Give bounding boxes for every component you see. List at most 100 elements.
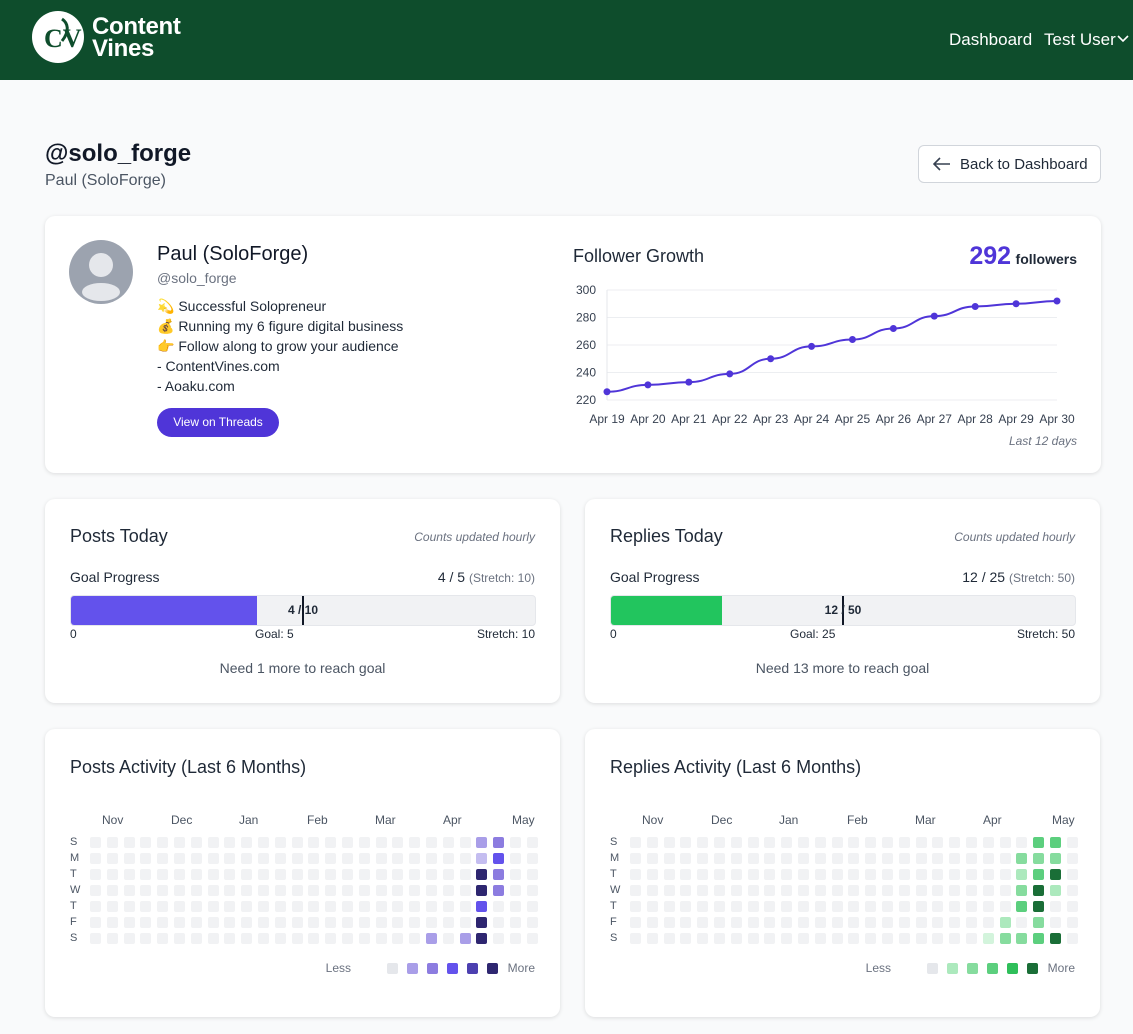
activity-cell[interactable]: [865, 885, 877, 896]
activity-cell[interactable]: [848, 885, 860, 896]
activity-cell[interactable]: [882, 837, 893, 848]
activity-cell[interactable]: [1033, 869, 1045, 880]
activity-cell[interactable]: [949, 901, 961, 912]
activity-cell[interactable]: [358, 917, 370, 928]
activity-cell[interactable]: [949, 917, 961, 928]
activity-cell[interactable]: [1033, 885, 1045, 896]
activity-cell[interactable]: [882, 853, 893, 864]
activity-cell[interactable]: [325, 901, 337, 912]
activity-cell[interactable]: [697, 885, 709, 896]
activity-cell[interactable]: [140, 885, 152, 896]
activity-cell[interactable]: [982, 901, 994, 912]
activity-cell[interactable]: [224, 853, 236, 864]
activity-cell[interactable]: [426, 869, 437, 880]
activity-cell[interactable]: [865, 901, 877, 912]
activity-cell[interactable]: [831, 917, 843, 928]
activity-cell[interactable]: [848, 869, 860, 880]
activity-cell[interactable]: [730, 933, 742, 944]
activity-cell[interactable]: [375, 901, 387, 912]
activity-cell[interactable]: [241, 901, 253, 912]
activity-cell[interactable]: [966, 837, 977, 848]
activity-cell[interactable]: [781, 917, 793, 928]
activity-cell[interactable]: [663, 837, 675, 848]
activity-cell[interactable]: [90, 837, 101, 848]
activity-cell[interactable]: [258, 837, 269, 848]
user-menu[interactable]: Test User: [1044, 30, 1116, 49]
activity-cell[interactable]: [123, 885, 135, 896]
activity-cell[interactable]: [814, 917, 826, 928]
activity-cell[interactable]: [342, 933, 353, 944]
activity-cell[interactable]: [999, 853, 1011, 864]
activity-cell[interactable]: [865, 853, 877, 864]
activity-cell[interactable]: [274, 901, 286, 912]
activity-cell[interactable]: [325, 885, 337, 896]
activity-cell[interactable]: [898, 933, 910, 944]
activity-cell[interactable]: [342, 917, 353, 928]
activity-cell[interactable]: [157, 933, 169, 944]
activity-cell[interactable]: [358, 885, 370, 896]
activity-cell[interactable]: [140, 933, 152, 944]
activity-cell[interactable]: [730, 837, 742, 848]
activity-cell[interactable]: [274, 853, 286, 864]
activity-cell[interactable]: [697, 901, 709, 912]
activity-cell[interactable]: [680, 933, 692, 944]
activity-cell[interactable]: [814, 901, 826, 912]
activity-cell[interactable]: [1066, 853, 1078, 864]
activity-cell[interactable]: [190, 933, 202, 944]
activity-cell[interactable]: [409, 837, 421, 848]
activity-cell[interactable]: [123, 901, 135, 912]
activity-cell[interactable]: [375, 837, 387, 848]
activity-cell[interactable]: [140, 901, 152, 912]
activity-cell[interactable]: [1066, 901, 1078, 912]
activity-cell[interactable]: [140, 853, 152, 864]
activity-cell[interactable]: [140, 917, 152, 928]
activity-cell[interactable]: [932, 933, 944, 944]
activity-cell[interactable]: [1016, 901, 1028, 912]
activity-cell[interactable]: [882, 869, 893, 880]
activity-cell[interactable]: [999, 837, 1011, 848]
activity-cell[interactable]: [493, 885, 505, 896]
activity-cell[interactable]: [325, 917, 337, 928]
activity-cell[interactable]: [90, 885, 101, 896]
activity-cell[interactable]: [190, 853, 202, 864]
activity-cell[interactable]: [258, 917, 269, 928]
activity-cell[interactable]: [190, 917, 202, 928]
activity-cell[interactable]: [1050, 901, 1061, 912]
activity-cell[interactable]: [714, 933, 725, 944]
activity-cell[interactable]: [1050, 837, 1061, 848]
activity-cell[interactable]: [207, 837, 219, 848]
activity-cell[interactable]: [325, 933, 337, 944]
activity-cell[interactable]: [442, 869, 454, 880]
activity-cell[interactable]: [882, 885, 893, 896]
activity-cell[interactable]: [258, 869, 269, 880]
activity-cell[interactable]: [915, 917, 927, 928]
activity-cell[interactable]: [1016, 869, 1028, 880]
activity-cell[interactable]: [764, 869, 776, 880]
activity-cell[interactable]: [493, 917, 505, 928]
activity-cell[interactable]: [106, 885, 118, 896]
activity-cell[interactable]: [123, 917, 135, 928]
activity-cell[interactable]: [274, 885, 286, 896]
activity-cell[interactable]: [865, 917, 877, 928]
activity-cell[interactable]: [224, 869, 236, 880]
activity-cell[interactable]: [291, 885, 303, 896]
activity-cell[interactable]: [510, 869, 521, 880]
activity-cell[interactable]: [174, 837, 185, 848]
activity-cell[interactable]: [123, 853, 135, 864]
nav-dashboard-link[interactable]: Dashboard: [949, 30, 1033, 49]
activity-cell[interactable]: [409, 917, 421, 928]
activity-cell[interactable]: [848, 933, 860, 944]
activity-cell[interactable]: [932, 869, 944, 880]
activity-cell[interactable]: [342, 885, 353, 896]
activity-cell[interactable]: [915, 901, 927, 912]
activity-cell[interactable]: [358, 869, 370, 880]
activity-cell[interactable]: [663, 853, 675, 864]
activity-cell[interactable]: [697, 869, 709, 880]
activity-cell[interactable]: [476, 837, 488, 848]
activity-cell[interactable]: [814, 837, 826, 848]
activity-cell[interactable]: [915, 933, 927, 944]
activity-cell[interactable]: [999, 933, 1011, 944]
back-to-dashboard-button[interactable]: Back to Dashboard: [918, 145, 1101, 183]
activity-cell[interactable]: [764, 853, 776, 864]
activity-cell[interactable]: [646, 853, 658, 864]
